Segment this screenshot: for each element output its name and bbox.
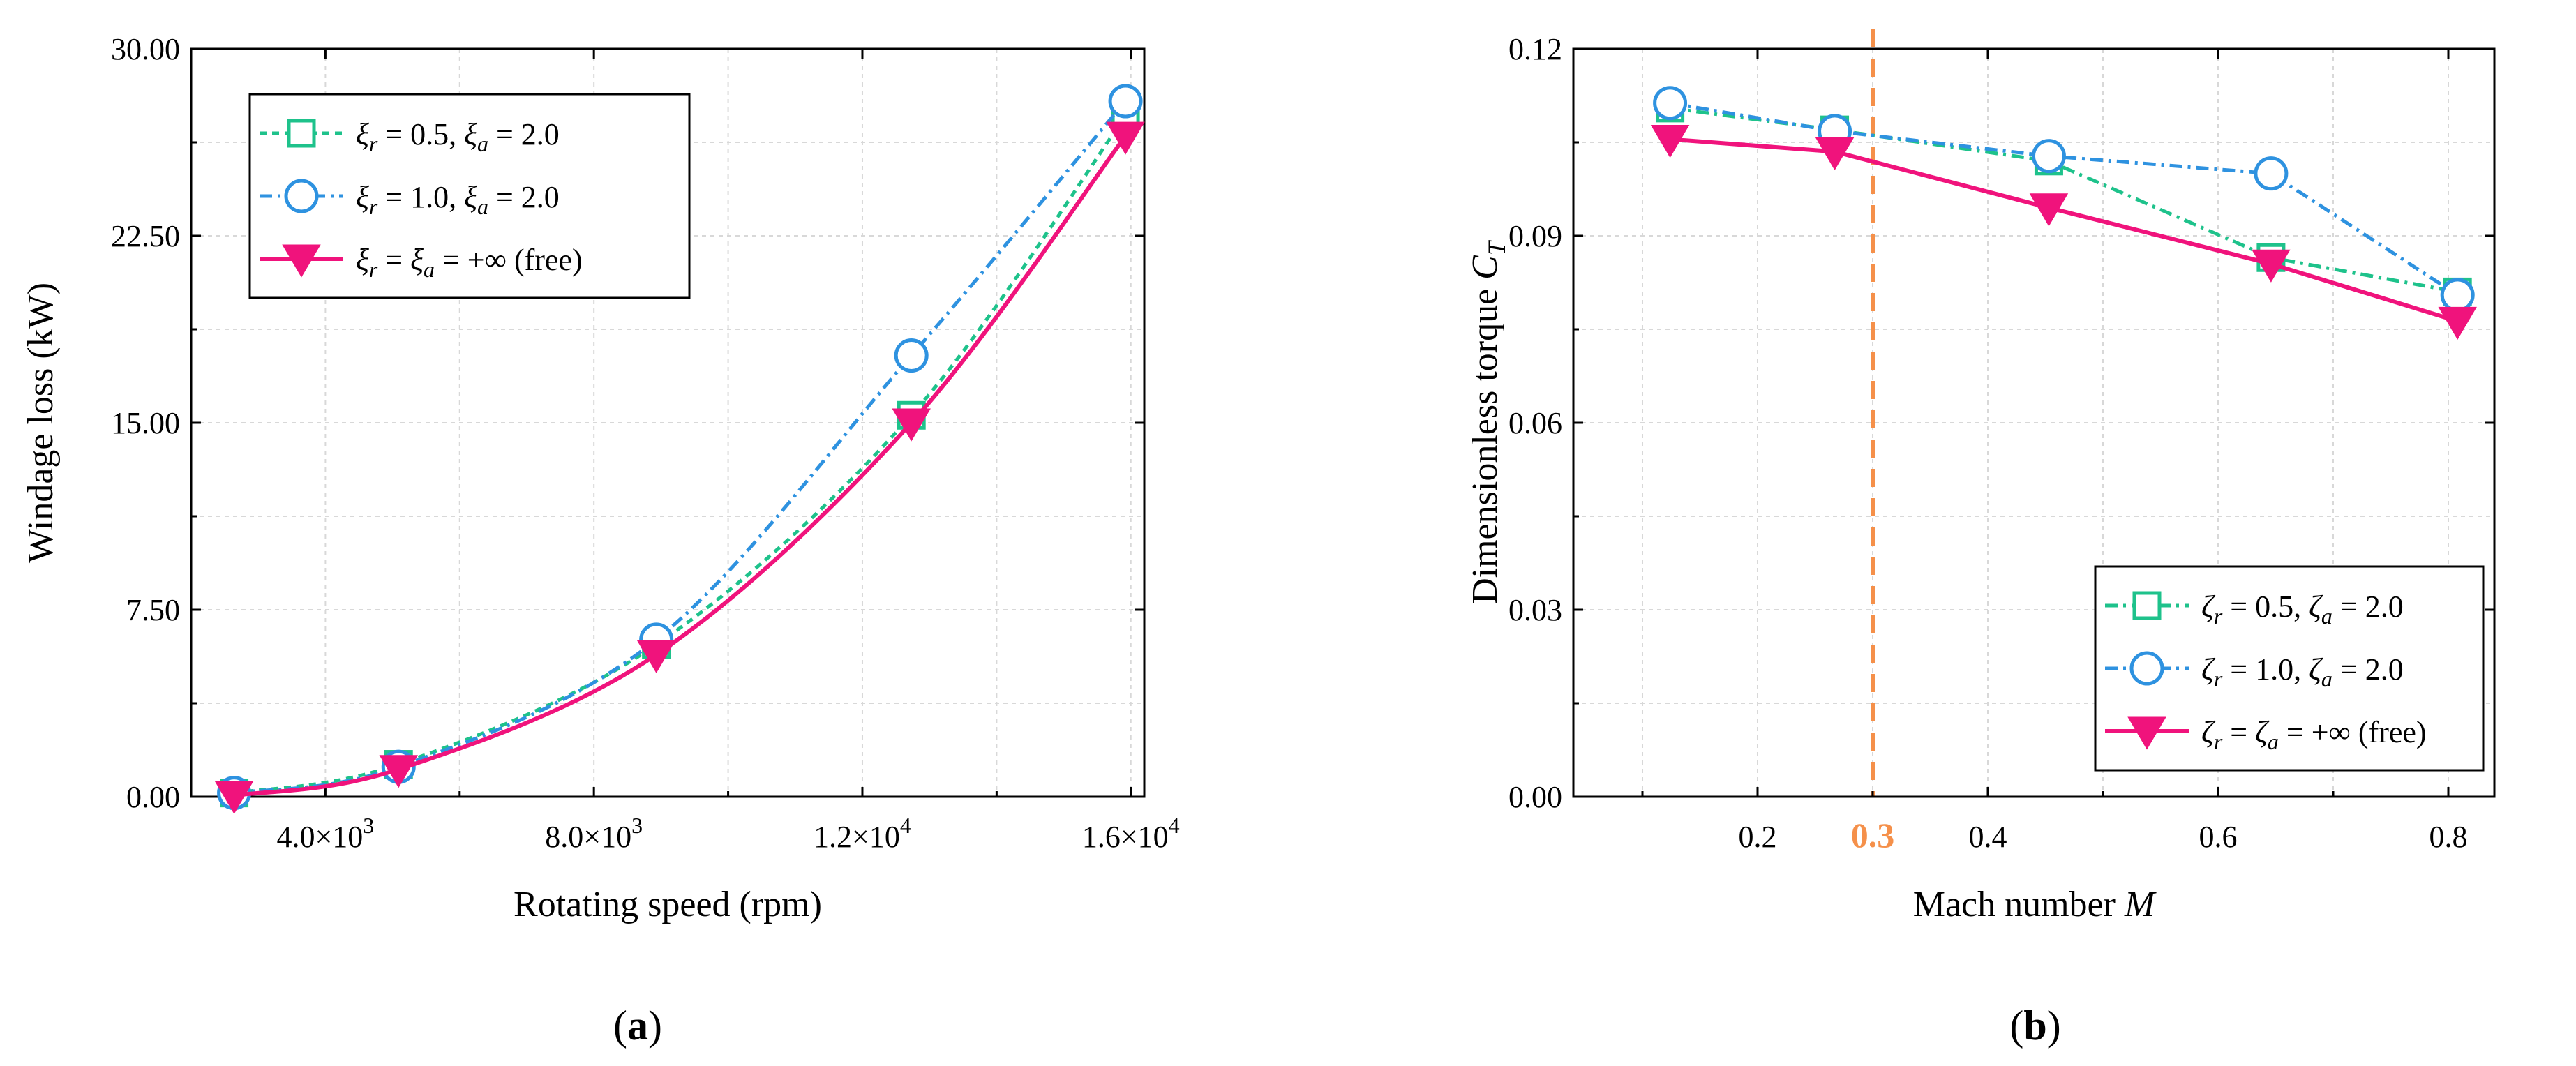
legend-entry: ζr = 1.0, ζa = 2.0 (2201, 652, 2404, 691)
data-point (2438, 306, 2477, 340)
x-axis-title: Rotating speed (rpm) (514, 885, 822, 924)
series-3 (214, 121, 1145, 814)
y-tick-label: 0.12 (1508, 32, 1562, 66)
legend-entry: ζr = 0.5, ζa = 2.0 (2201, 590, 2404, 629)
data-point (894, 338, 929, 373)
y-tick-label: 22.50 (111, 219, 180, 253)
data-point (379, 755, 418, 788)
y-tick-label: 0.09 (1508, 219, 1562, 253)
data-point (636, 640, 676, 673)
data-point (2029, 193, 2069, 227)
panel-label: (b) (2009, 1003, 2060, 1049)
y-tick-label: 30.00 (111, 32, 180, 66)
series-line (234, 135, 1128, 798)
y-axis-title: Dimensionless torque CT (1465, 239, 1511, 604)
legend-marker (2132, 591, 2162, 620)
legend-entry: ζr = ζa = +∞ (free) (2201, 715, 2427, 754)
legend-entry: ξr = ξa = +∞ (free) (356, 243, 583, 282)
legend-marker (2129, 651, 2164, 686)
gridlines (191, 49, 1144, 797)
legend-marker (284, 179, 319, 213)
legend: ζr = 0.5, ζa = 2.0 ζr = 1.0, ζa = 2.0 ζr =… (2094, 565, 2485, 772)
y-axis-title: Windage loss (kW) (21, 283, 61, 563)
data-point (1650, 125, 1690, 158)
x-tick-label: 0.2 (1739, 820, 1777, 854)
y-tick-label: 7.50 (126, 593, 180, 627)
data-point (1108, 84, 1143, 119)
x-tick-label: 0.8 (2429, 820, 2468, 854)
series-line (234, 115, 1128, 795)
data-point (1815, 137, 1855, 171)
y-tick-label: 0.06 (1508, 406, 1562, 440)
threshold-label: 0.3 (1851, 816, 1895, 855)
legend-marker (287, 119, 316, 148)
data-point (214, 781, 254, 814)
chart-panel-b: 0.3 0.2 0.4 0.6 0.8 0.00 0.03 0.06 0.09 0.12 Mach … (1465, 29, 2496, 1049)
legend-entry: ξr = 1.0, ξa = 2.0 (356, 180, 560, 219)
data-point (2252, 249, 2291, 283)
legend-marker (282, 244, 321, 278)
data-point (1106, 121, 1145, 155)
data-point (2440, 278, 2475, 313)
x-tick-label: 1.2×104 (814, 813, 911, 854)
legend-entry: ξr = 0.5, ξa = 2.0 (356, 117, 560, 156)
chart-panel-a: 4.0×103 8.0×103 1.2×104 1.6×104 0.00 7.50 15.0… (21, 32, 1180, 1049)
panel-label: (a) (613, 1003, 662, 1049)
x-tick-label: 1.6×104 (1082, 813, 1180, 854)
series-3 (1650, 125, 2477, 340)
data-point (1653, 86, 1688, 121)
y-tick-label: 0.03 (1508, 593, 1562, 627)
legend: ξr = 0.5, ξa = 2.0 ξr = 1.0, ξa = 2.0 ξr =… (248, 93, 691, 299)
y-tick-label: 0.00 (1508, 780, 1562, 814)
data-point (892, 408, 931, 442)
data-point (2254, 156, 2289, 191)
y-tick-label: 0.00 (126, 780, 180, 814)
data-point (2031, 139, 2066, 174)
y-tick-label: 15.00 (111, 406, 180, 440)
legend-marker (2127, 716, 2166, 750)
x-tick-label: 8.0×103 (545, 813, 643, 854)
x-tick-label: 0.6 (2199, 820, 2238, 854)
x-tick-label: 4.0×103 (276, 813, 374, 854)
x-tick-label: 0.4 (1969, 820, 2007, 854)
x-axis-title: Mach number M (1913, 885, 2157, 924)
